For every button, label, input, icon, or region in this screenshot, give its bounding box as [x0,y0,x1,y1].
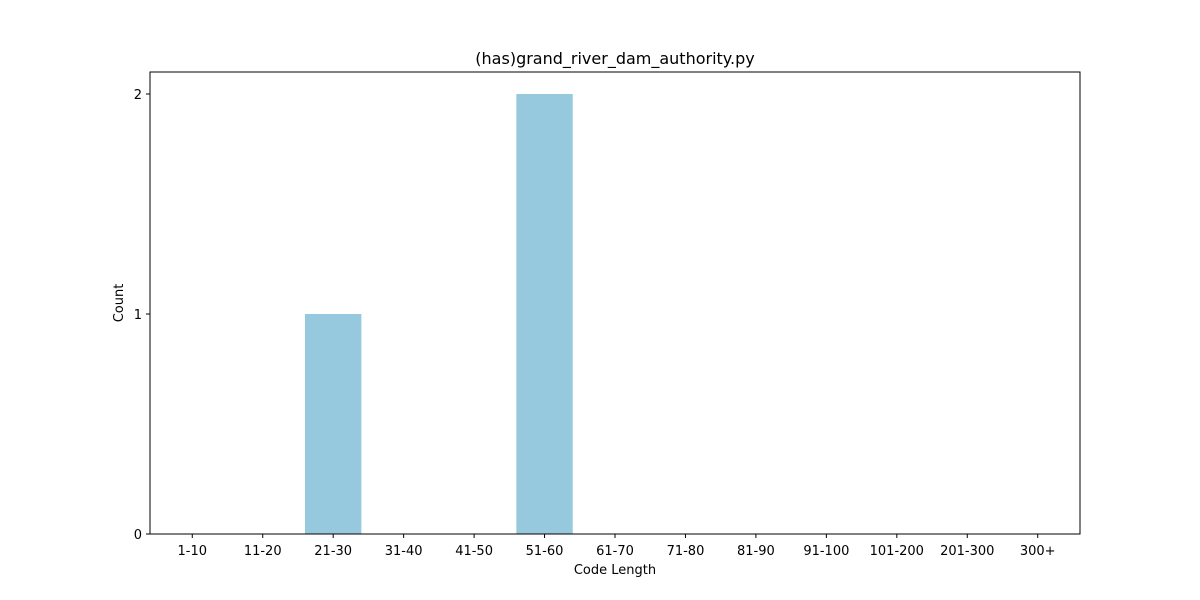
bar-51-60 [516,94,573,534]
y-tick-label: 0 [134,528,142,543]
x-tick-label: 41-50 [455,544,493,559]
x-tick-label: 61-70 [596,544,634,559]
x-tick-label: 101-200 [870,544,924,559]
x-axis-label: Code Length [574,563,656,578]
x-tick-label: 201-300 [940,544,994,559]
x-tick-label: 1-10 [178,544,208,559]
x-tick-label: 91-100 [803,544,849,559]
bars-group [305,94,573,534]
plot-frame [149,71,1081,535]
x-tick-label: 21-30 [314,544,352,559]
x-tick-label: 11-20 [244,544,282,559]
x-tick-label: 81-90 [737,544,775,559]
y-tick-label: 2 [134,88,142,103]
x-tick-label: 300+ [1020,544,1056,559]
x-tick-label: 31-40 [385,544,423,559]
chart-title: (has)grand_river_dam_authority.py [475,49,754,69]
y-axis-label: Count [112,284,127,323]
x-tick-label: 71-80 [667,544,705,559]
y-axis: 0 1 2 [134,88,150,543]
bar-21-30 [305,314,362,534]
y-tick-label: 1 [134,308,142,323]
x-axis: 1-10 11-20 21-30 31-40 41-50 51-60 61-70 71-80 8… [178,534,1056,559]
x-tick-label: 51-60 [526,544,564,559]
